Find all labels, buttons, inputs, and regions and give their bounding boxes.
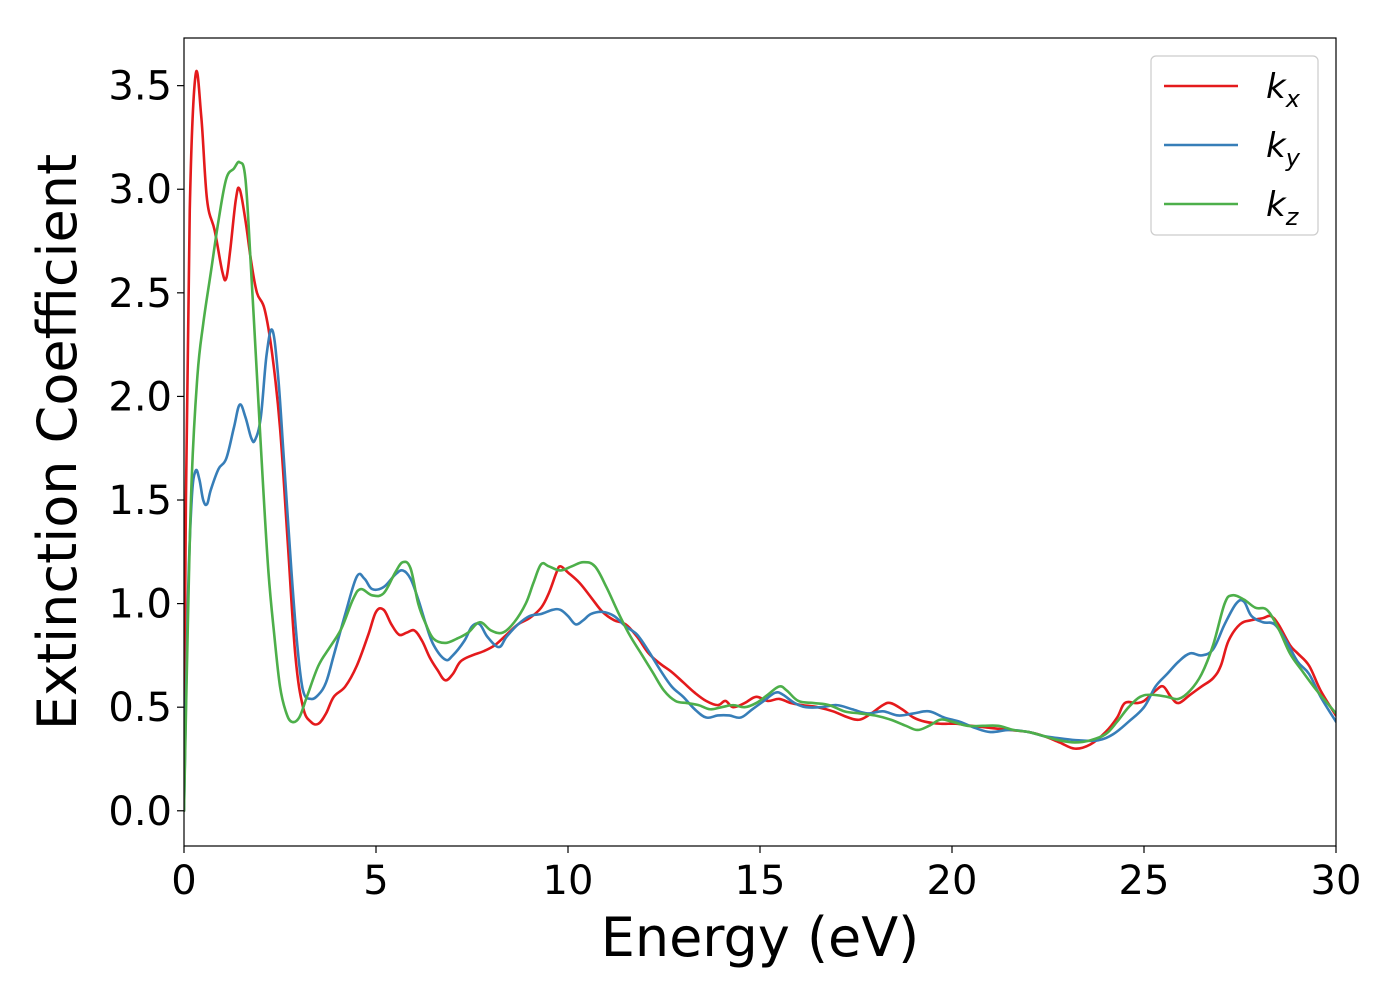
y-tick-label: 1.0 bbox=[108, 582, 172, 628]
x-tick-label: 25 bbox=[1119, 858, 1170, 904]
x-tick-label: 0 bbox=[171, 858, 196, 904]
x-tick-label: 15 bbox=[735, 858, 786, 904]
y-tick-label: 0.0 bbox=[108, 789, 172, 835]
y-tick-label: 1.5 bbox=[108, 478, 172, 524]
y-axis-ticks: 0.0 0.5 1.0 1.5 2.0 2.5 3.0 3.5 bbox=[108, 64, 184, 835]
y-tick-label: 2.5 bbox=[108, 271, 172, 317]
y-tick-label: 0.5 bbox=[108, 685, 172, 731]
x-tick-label: 20 bbox=[927, 858, 978, 904]
y-tick-label: 2.0 bbox=[108, 374, 172, 420]
x-axis-ticks: 0 5 10 15 20 25 30 bbox=[171, 846, 1361, 904]
series-lines bbox=[184, 69, 1336, 813]
x-axis-title: Energy (eV) bbox=[601, 906, 920, 969]
y-tick-label: 3.5 bbox=[108, 64, 172, 110]
series-line-k-y bbox=[184, 328, 1336, 813]
x-tick-label: 5 bbox=[363, 858, 388, 904]
x-tick-label: 30 bbox=[1311, 858, 1362, 904]
y-tick-label: 3.0 bbox=[108, 167, 172, 213]
series-line-k-z bbox=[184, 160, 1336, 813]
y-axis-title: Extinction Coefficient bbox=[26, 154, 89, 730]
x-tick-label: 10 bbox=[543, 858, 594, 904]
